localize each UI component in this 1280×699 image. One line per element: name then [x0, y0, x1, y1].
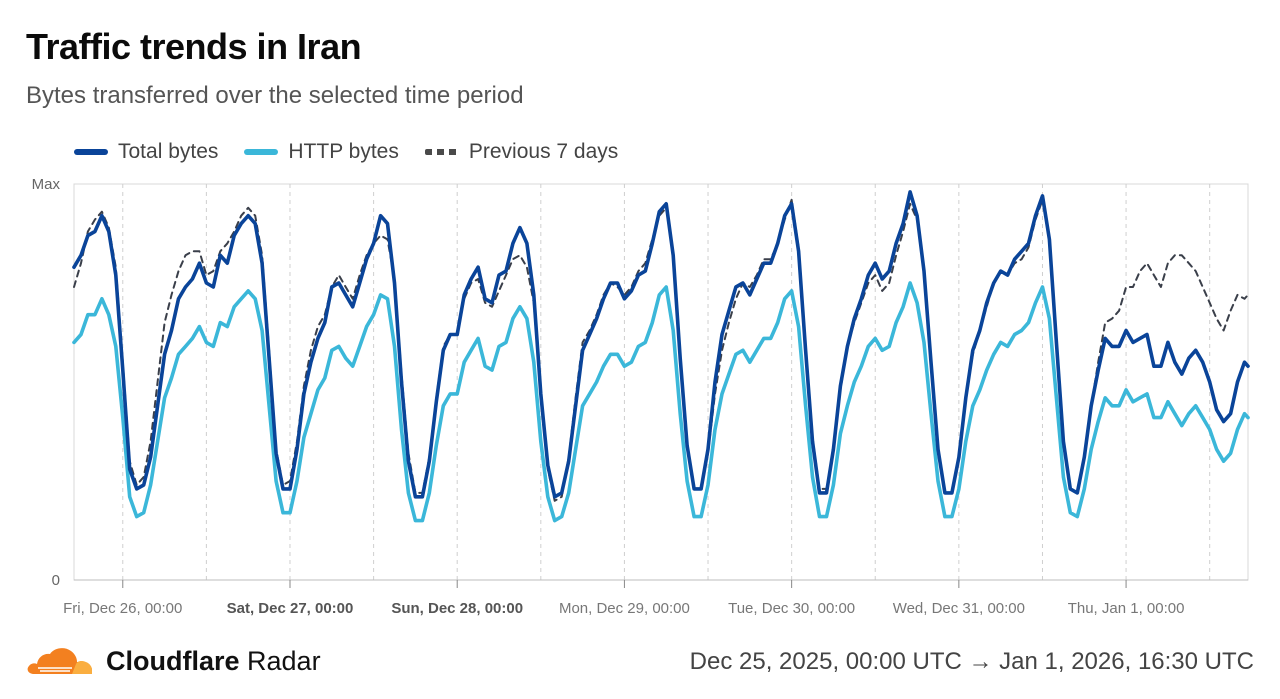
- traffic-chart: Max 0 Fri, Dec 26, 00:00 Sat, Dec 27, 00:…: [32, 176, 1250, 617]
- x-axis: Fri, Dec 26, 00:00 Sat, Dec 27, 00:00 Sun,…: [63, 579, 1248, 617]
- x-tick-label: Wed, Dec 31, 00:00: [893, 600, 1025, 617]
- legend-item-total-bytes[interactable]: Total bytes: [74, 140, 218, 164]
- series-line-total-bytes[interactable]: [72, 190, 1250, 499]
- page-subtitle: Bytes transferred over the selected time…: [26, 82, 524, 109]
- cloudflare-radar-logo: Cloudflare Radar: [26, 644, 321, 678]
- cloudflare-cloud-icon: [27, 648, 93, 674]
- x-tick-label: Fri, Dec 26, 00:00: [63, 600, 182, 617]
- legend-swatch-total-bytes: [74, 149, 108, 155]
- brand-name-regular: Radar: [239, 645, 321, 676]
- x-tick-label: Sun, Dec 28, 00:00: [391, 600, 523, 617]
- x-tick-label: Mon, Dec 29, 00:00: [559, 600, 690, 617]
- series-line-http-bytes[interactable]: [72, 281, 1250, 523]
- page-title: Traffic trends in Iran: [26, 26, 362, 67]
- brand-name-bold: Cloudflare: [106, 645, 240, 676]
- legend-label-previous-7-days: Previous 7 days: [468, 140, 619, 163]
- y-tick-label-zero: 0: [52, 572, 60, 589]
- brand-name: Cloudflare Radar: [106, 646, 321, 677]
- plot-area-border: [73, 183, 1249, 581]
- legend-item-previous-7-days[interactable]: Previous 7 days: [424, 140, 619, 164]
- legend-label-http-bytes: HTTP bytes: [288, 140, 399, 163]
- legend-label-total-bytes: Total bytes: [118, 140, 219, 163]
- legend-swatch-previous-7-days: [424, 149, 459, 155]
- chart-legend: Total bytes HTTP bytes Previous 7 days: [74, 140, 618, 164]
- series-lines: [72, 190, 1250, 523]
- y-tick-label-max: Max: [32, 176, 61, 193]
- x-tick-label: Sat, Dec 27, 00:00: [227, 600, 354, 617]
- x-tick-label: Thu, Jan 1, 00:00: [1068, 600, 1185, 617]
- legend-item-http-bytes[interactable]: HTTP bytes: [244, 140, 399, 164]
- date-range: Dec 25, 2025, 00:00 UTC → Jan 1, 2026, 1…: [689, 648, 1254, 675]
- legend-swatch-http-bytes: [244, 149, 279, 155]
- x-tick-label: Tue, Dec 30, 00:00: [728, 600, 855, 617]
- grid-lines: [122, 184, 1211, 580]
- series-line-previous-7-days[interactable]: [73, 198, 1249, 502]
